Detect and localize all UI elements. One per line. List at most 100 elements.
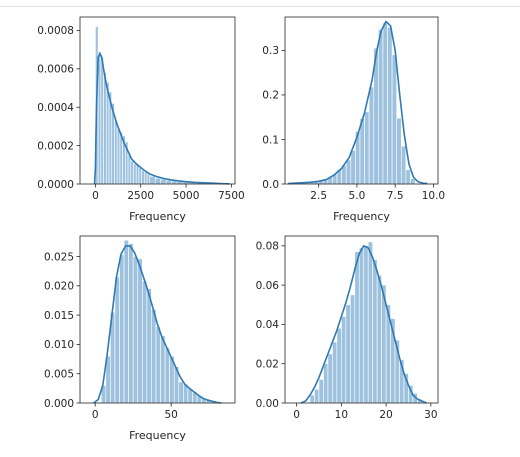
histogram-bar-17 bbox=[138, 167, 142, 185]
kde-line bbox=[300, 245, 427, 404]
x-tick-label: 10.0 bbox=[422, 190, 445, 202]
x-tick-label: 20 bbox=[379, 409, 392, 421]
y-tick-label: 0.005 bbox=[44, 369, 74, 381]
histogram-bar-18 bbox=[178, 381, 184, 404]
histogram-bar-21 bbox=[149, 176, 156, 185]
histogram-bar-26 bbox=[410, 178, 416, 185]
histogram-bar-5 bbox=[327, 353, 333, 404]
histogram-bar-1 bbox=[309, 394, 315, 404]
axes-frame bbox=[79, 235, 236, 404]
histogram-bar-24 bbox=[400, 145, 407, 185]
y-tick-label: 0.04 bbox=[256, 319, 280, 331]
histogram-panel-1: 0 2500 5000 7500 0.0000 0.0002 0.0004 0.0006 0.0… bbox=[37, 16, 245, 223]
x-tick-label: 0 bbox=[92, 190, 99, 202]
histogram-bar-15 bbox=[133, 163, 137, 185]
x-tick-label: 2500 bbox=[127, 190, 154, 202]
histogram-bar-25 bbox=[171, 180, 178, 185]
histogram-bar-15 bbox=[359, 118, 365, 185]
histogram-bar-14 bbox=[130, 160, 134, 185]
histogram-bar-7 bbox=[336, 328, 342, 404]
histogram-bar-15 bbox=[372, 259, 378, 404]
y-tick-label: 0.0000 bbox=[37, 179, 74, 191]
histogram-bar-23 bbox=[160, 178, 167, 185]
kde-line bbox=[288, 20, 428, 185]
x-tick-label: 7.5 bbox=[387, 190, 404, 202]
y-tick-label: 0.0008 bbox=[37, 25, 74, 37]
histogram-bar-23 bbox=[396, 117, 402, 185]
histogram-bar-3 bbox=[100, 57, 104, 185]
histogram-bar-16 bbox=[364, 111, 370, 185]
y-tick-label: 0.025 bbox=[44, 251, 74, 263]
top-rule bbox=[0, 0, 520, 7]
histogram-bar-8 bbox=[114, 120, 118, 185]
x-tick-label: 0 bbox=[293, 409, 300, 421]
x-axis-label: Frequency bbox=[129, 429, 186, 442]
histogram-bar-10 bbox=[142, 280, 148, 404]
axes-frame bbox=[284, 235, 439, 404]
histogram-bar-20 bbox=[146, 174, 151, 185]
histogram-bar-14 bbox=[367, 241, 373, 404]
histogram-bar-11 bbox=[354, 251, 360, 404]
y-tick-label: 0.06 bbox=[256, 280, 280, 292]
histogram-bar-18 bbox=[141, 170, 145, 185]
histogram-bar-13 bbox=[350, 150, 356, 185]
y-tick-label: 0.1 bbox=[262, 134, 279, 146]
x-tick-label: 0 bbox=[92, 409, 99, 421]
y-tick-label: 0.08 bbox=[256, 241, 279, 253]
axes-frame bbox=[79, 16, 236, 185]
histogram-bar-16 bbox=[135, 164, 140, 185]
histogram-bar-9 bbox=[137, 258, 143, 404]
x-tick-label: 5000 bbox=[173, 190, 200, 202]
kde-line bbox=[93, 52, 230, 185]
x-tick-label: 7500 bbox=[218, 190, 245, 202]
histogram-panel-3: 0 50 0.000 0.005 0.010 0.015 0.020 0.025 Frequen… bbox=[44, 235, 236, 442]
x-tick-label: 5.0 bbox=[349, 190, 366, 202]
y-tick-label: 0.02 bbox=[256, 359, 279, 371]
histogram-bar-19 bbox=[144, 172, 148, 185]
y-tick-label: 0.00 bbox=[256, 398, 279, 410]
histogram-bar-4 bbox=[103, 72, 107, 185]
histogram-bar-16 bbox=[376, 274, 382, 404]
y-tick-label: 0.010 bbox=[44, 339, 74, 351]
histogram-bar-24 bbox=[165, 179, 172, 185]
histogram-bar-9 bbox=[116, 128, 121, 185]
x-tick-label: 50 bbox=[164, 409, 177, 421]
x-axis-label: Frequency bbox=[129, 210, 186, 223]
histogram-bar-7 bbox=[128, 243, 134, 404]
y-tick-label: 0.015 bbox=[44, 310, 74, 322]
histogram-bar-5 bbox=[105, 81, 110, 185]
histogram-bar-19 bbox=[378, 29, 384, 185]
histogram-bar-8 bbox=[132, 256, 139, 404]
histogram-bar-15 bbox=[164, 347, 170, 404]
histogram-bar-9 bbox=[345, 304, 351, 404]
histogram-bar-12 bbox=[151, 308, 157, 404]
x-tick-label: 10 bbox=[335, 409, 348, 421]
histogram-bar-11 bbox=[146, 288, 152, 404]
histogram-bar-6 bbox=[332, 341, 338, 404]
histogram-bar-13 bbox=[363, 245, 369, 404]
y-tick-label: 0.020 bbox=[44, 281, 74, 293]
histogram-bar-4 bbox=[114, 276, 120, 404]
histogram-bar-10 bbox=[350, 294, 356, 404]
histogram-bar-14 bbox=[160, 335, 166, 404]
kde-line bbox=[93, 245, 222, 404]
histogram-bar-12 bbox=[345, 159, 352, 185]
histogram-bar-12 bbox=[358, 247, 365, 404]
y-tick-label: 0.0 bbox=[262, 179, 279, 191]
y-tick-label: 0.0006 bbox=[37, 64, 74, 76]
x-tick-label: 30 bbox=[424, 409, 437, 421]
y-tick-label: 0.0004 bbox=[37, 102, 74, 114]
histogram-bar-22 bbox=[154, 177, 161, 185]
histogram-bar-6 bbox=[123, 239, 129, 404]
histogram-bar-13 bbox=[155, 326, 161, 404]
histogram-bar-5 bbox=[119, 254, 125, 404]
y-tick-label: 0.3 bbox=[262, 45, 279, 57]
histogram-bar-3 bbox=[318, 379, 324, 404]
histogram-bar-22 bbox=[391, 54, 397, 185]
x-tick-label: 2.5 bbox=[310, 190, 327, 202]
histogram-bar-20 bbox=[382, 22, 388, 185]
histogram-bar-2 bbox=[97, 51, 102, 185]
histogram-bar-21 bbox=[387, 26, 393, 185]
y-tick-label: 0.000 bbox=[44, 398, 74, 410]
